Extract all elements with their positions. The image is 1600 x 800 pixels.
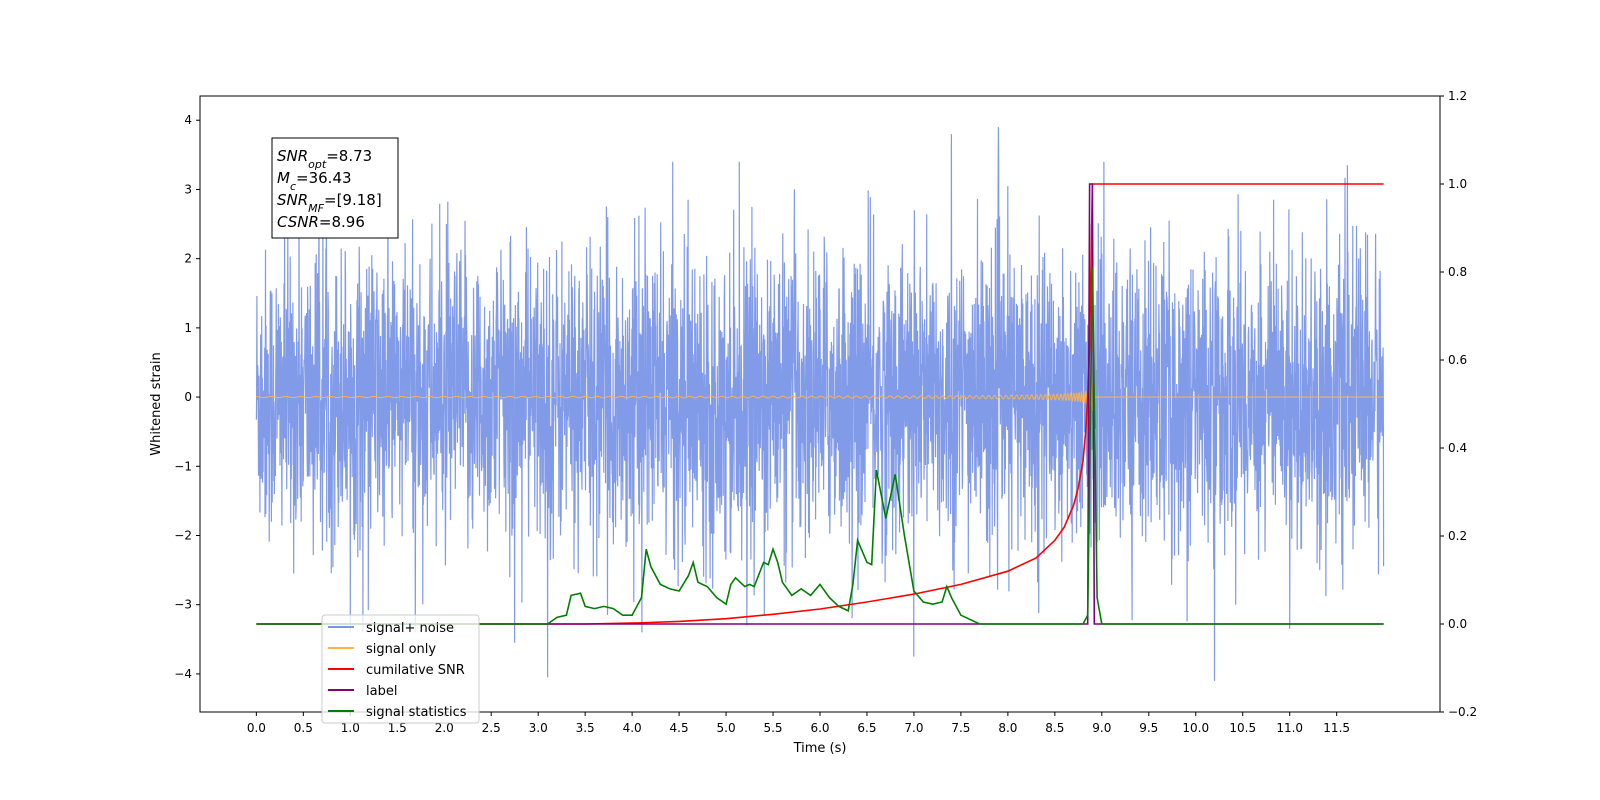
x-tick-label: 0.0 — [247, 721, 266, 735]
x-tick-label: 3.5 — [576, 721, 595, 735]
x-tick-label: 6.5 — [857, 721, 876, 735]
y-right-tick-label: 1.0 — [1448, 177, 1467, 191]
y-right-tick-label: 1.2 — [1448, 89, 1467, 103]
y-left-tick-label: −2 — [174, 529, 192, 543]
x-tick-label: 11.5 — [1323, 721, 1350, 735]
legend-entry: signal+ noise — [366, 621, 454, 636]
y-left-tick-label: 2 — [184, 252, 192, 266]
x-tick-label: 8.0 — [998, 721, 1017, 735]
x-tick-label: 6.0 — [810, 721, 829, 735]
y-left-tick-label: 4 — [184, 113, 192, 127]
x-tick-label: 2.5 — [482, 721, 501, 735]
legend-entry: cumilative SNR — [366, 663, 465, 678]
legend-entry: signal only — [366, 642, 436, 657]
y-right-tick-label: −0.2 — [1448, 705, 1477, 719]
legend-entry: label — [366, 684, 397, 699]
y-axis-label-left: Whitened strain — [149, 352, 164, 455]
y-left-tick-label: −4 — [174, 667, 192, 681]
info-line: SNRMF=[9.18] — [277, 191, 382, 215]
info-line: SNRopt=8.73 — [277, 147, 372, 171]
x-tick-label: 1.5 — [388, 721, 407, 735]
legend-frame — [321, 614, 480, 724]
y-axis-right: −0.2 0.0 0.2 0.4 0.6 0.8 1.0 1.2 — [1440, 89, 1477, 719]
series-cumilative-snr — [256, 183, 1384, 625]
info-box-frame — [271, 137, 399, 239]
series-signal-noise — [255, 127, 1385, 681]
y-left-tick-label: 1 — [184, 321, 192, 335]
x-tick-label: 10.0 — [1182, 721, 1209, 735]
x-tick-label: 10.5 — [1229, 721, 1256, 735]
legend: signal+ noise signal only cumilative SNR la… — [321, 614, 480, 724]
x-axis-label: Time (s) — [793, 741, 847, 756]
x-axis: 0.0 0.5 1.0 1.5 2.0 2.5 3.0 3.5 4.0 4.5 5.0 5.5 6.0 6… — [247, 712, 1350, 735]
y-right-tick-label: 0.8 — [1448, 265, 1467, 279]
y-left-tick-label: −1 — [174, 459, 192, 473]
x-tick-label: 7.0 — [904, 721, 923, 735]
x-tick-label: 5.5 — [763, 721, 782, 735]
x-tick-label: 9.0 — [1092, 721, 1111, 735]
x-tick-label: 3.0 — [529, 721, 548, 735]
x-tick-label: 0.5 — [294, 721, 313, 735]
info-line: CSNR=8.96 — [277, 213, 365, 231]
x-tick-label: 11.0 — [1276, 721, 1303, 735]
series-signal-statistics — [256, 267, 1384, 625]
x-tick-label: 2.0 — [435, 721, 454, 735]
legend-entry: signal statistics — [366, 705, 467, 720]
y-left-tick-label: 0 — [184, 390, 192, 404]
y-left-tick-label: 3 — [184, 182, 192, 196]
plot-area — [255, 127, 1385, 681]
y-axis-left: −4 −3 −2 −1 0 1 2 3 4 — [174, 113, 200, 681]
x-tick-label: 1.0 — [341, 721, 360, 735]
x-tick-label: 8.5 — [1045, 721, 1064, 735]
x-tick-label: 4.0 — [623, 721, 642, 735]
y-right-tick-label: 0.6 — [1448, 353, 1467, 367]
x-tick-label: 7.5 — [951, 721, 970, 735]
info-line: Mc=36.43 — [277, 169, 352, 193]
y-right-tick-label: 0.0 — [1448, 617, 1467, 631]
y-right-tick-label: 0.4 — [1448, 441, 1467, 455]
x-tick-label: 4.5 — [670, 721, 689, 735]
x-tick-label: 9.5 — [1139, 721, 1158, 735]
series-signal-only — [256, 384, 1384, 410]
y-left-tick-label: −3 — [174, 598, 192, 612]
y-right-tick-label: 0.2 — [1448, 529, 1467, 543]
x-tick-label: 5.0 — [717, 721, 736, 735]
